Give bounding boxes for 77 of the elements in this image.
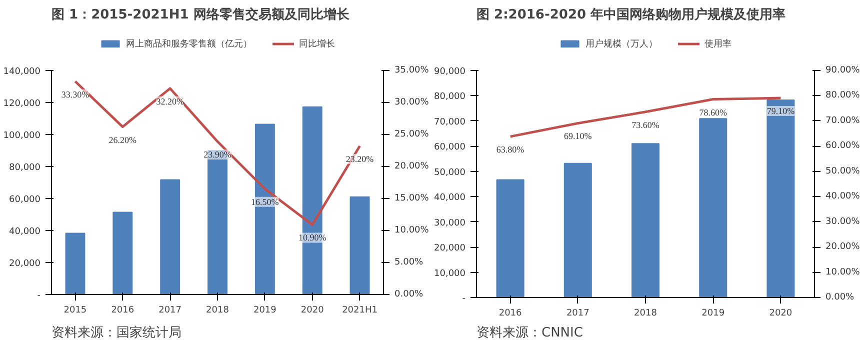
y2-tick-label: 80.00% xyxy=(826,90,860,101)
data-label: 73.60% xyxy=(632,120,660,130)
x-tick-label: 2021H1 xyxy=(342,306,378,316)
data-label: 69.10% xyxy=(564,131,592,142)
y2-tick-label: 25.00% xyxy=(394,130,430,140)
y-tick-label: 20,000 xyxy=(9,259,41,269)
bar xyxy=(160,179,180,294)
data-label: 26.20% xyxy=(108,134,138,145)
bar xyxy=(496,179,524,298)
y-tick-label: 80,000 xyxy=(9,163,41,173)
legend-label: 网上商品和服务零售额（亿元） xyxy=(126,38,252,50)
y2-tick-label: 20.00% xyxy=(826,242,860,252)
y-tick-label: 60,000 xyxy=(9,195,41,205)
x-tick-label: 2018 xyxy=(206,306,230,316)
y2-tick-label: 10.00% xyxy=(826,267,860,278)
bar xyxy=(65,232,86,294)
bar xyxy=(350,196,370,294)
data-label: 32.20% xyxy=(156,96,184,106)
data-label: 33.30% xyxy=(61,89,90,100)
y-tick-label: 70,000 xyxy=(434,117,466,128)
bar xyxy=(766,100,795,298)
bar xyxy=(112,212,133,294)
data-label: 63.80% xyxy=(496,144,525,155)
legend-label: 用户规模（万人） xyxy=(586,38,658,50)
y2-tick-label: 15.00% xyxy=(394,194,430,204)
x-tick-label: 2019 xyxy=(253,306,277,316)
y2-tick-label: 70.00% xyxy=(826,116,860,126)
legend-label: 使用率 xyxy=(704,38,732,50)
y-tick-label: - xyxy=(462,294,466,304)
x-tick-label: 2020 xyxy=(769,308,792,318)
y-tick-label: 10,000 xyxy=(434,268,466,279)
chart-title: 图 1：2015-2021H1 网络零售交易额及同比增长 xyxy=(52,6,350,22)
x-tick-label: 2017 xyxy=(566,308,590,318)
y2-tick-label: 5.00% xyxy=(394,258,424,268)
data-label: 10.90% xyxy=(298,232,327,243)
x-tick-label: 2017 xyxy=(158,306,182,316)
data-label: 79.10% xyxy=(766,106,796,116)
data-label: 78.60% xyxy=(699,107,728,118)
x-tick-label: 2015 xyxy=(64,306,87,316)
chart-title: 图 2:2016-2020 年中国网络购物用户规模及使用率 xyxy=(476,6,786,22)
x-tick-label: 2018 xyxy=(634,308,658,318)
y-tick-label: 40,000 xyxy=(434,193,466,204)
bar xyxy=(631,143,660,298)
y-tick-label: 100,000 xyxy=(3,131,41,141)
data-label: 23.20% xyxy=(346,154,374,164)
y-tick-label: 30,000 xyxy=(434,218,466,228)
y2-tick-label: 40.00% xyxy=(826,192,860,202)
y2-tick-label: 30.00% xyxy=(826,216,860,227)
y-tick-label: 90,000 xyxy=(434,67,466,77)
y-tick-label: 20,000 xyxy=(434,244,466,254)
y2-tick-label: 10.00% xyxy=(394,226,430,236)
y-tick-label: 40,000 xyxy=(9,227,41,237)
data-label: 16.50% xyxy=(251,196,280,207)
y-tick-label: 50,000 xyxy=(434,168,466,178)
bar xyxy=(564,162,592,298)
y2-tick-label: 0.00% xyxy=(826,292,855,302)
x-tick-label: 2016 xyxy=(111,306,134,316)
y-tick-label: 120,000 xyxy=(3,99,41,109)
y2-tick-label: 30.00% xyxy=(394,98,430,108)
y-tick-label: 80,000 xyxy=(434,92,466,102)
y2-tick-label: 20.00% xyxy=(394,162,430,172)
text: 资料来源：国家统计局 xyxy=(52,324,182,340)
y2-tick-label: 35.00% xyxy=(394,66,430,76)
y-tick-label: 60,000 xyxy=(434,142,466,153)
y2-tick-label: 60.00% xyxy=(826,141,860,152)
data-label: 23.90% xyxy=(204,150,232,160)
y-tick-label: - xyxy=(37,291,40,301)
y2-tick-label: 50.00% xyxy=(826,166,860,176)
y-tick-label: 140,000 xyxy=(3,67,41,77)
bar xyxy=(699,118,728,298)
y2-tick-label: 90.00% xyxy=(826,66,860,76)
x-tick-label: 2020 xyxy=(300,306,324,316)
x-tick-label: 2016 xyxy=(498,308,522,318)
x-tick-label: 2019 xyxy=(702,308,725,318)
text: 资料来源：CNNIC xyxy=(476,326,583,340)
y2-tick-label: 0.00% xyxy=(394,290,424,300)
legend-label: 同比增长 xyxy=(299,38,335,50)
